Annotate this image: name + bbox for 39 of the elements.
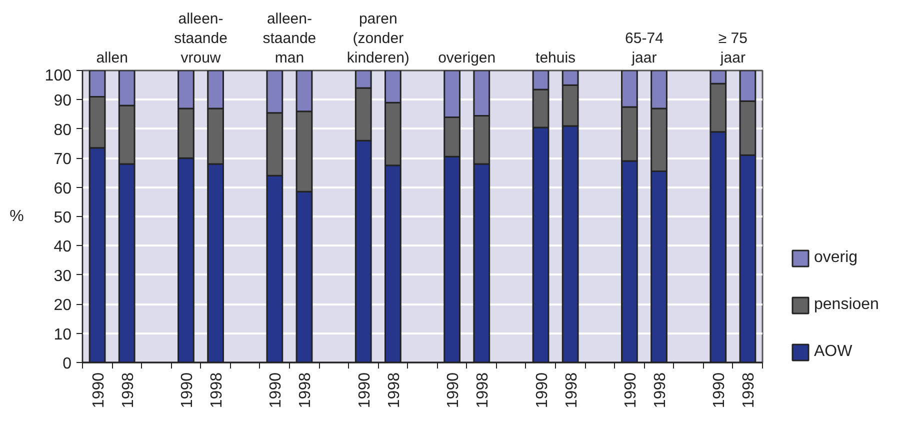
x-tick-label: 1998 (386, 372, 403, 408)
text: paren (zonder kinderen) (346, 10, 410, 66)
y-tick-label: 90 (54, 92, 72, 110)
x-tick-label: 1990 (622, 372, 640, 408)
x-tick-label: 1990 (268, 372, 285, 408)
text: alleen- staande man (262, 10, 316, 66)
x-tick-label: 1998 (563, 372, 580, 408)
y-tick-label: 60 (54, 180, 72, 198)
legend-label: overig (814, 249, 858, 267)
text: overigen (438, 49, 496, 66)
x-tick-label: 1998 (120, 372, 137, 408)
x-tick-label: 1998 (474, 372, 492, 408)
x-tick-label: 1998 (740, 372, 758, 408)
legend-label: AOW (814, 343, 852, 361)
y-tick-label: 50 (54, 210, 72, 226)
text: alleen- staande vrouw (174, 10, 228, 66)
y-tick-label: 80 (54, 122, 72, 139)
y-axis-title: % (10, 208, 24, 225)
text: 65-74 jaar (625, 30, 664, 66)
legend-label: pensioen (814, 296, 879, 314)
x-tick-label: 1998 (652, 372, 670, 408)
x-tick-label: 1990 (90, 372, 108, 408)
y-tick-label: 70 (54, 151, 72, 168)
x-tick-label: 1990 (445, 372, 462, 408)
x-tick-label: 1990 (711, 372, 728, 408)
x-tick-label: 1998 (208, 372, 226, 408)
y-tick-label: 100 (44, 68, 72, 84)
x-tick-label: 1998 (297, 372, 314, 408)
y-tick-label: 10 (54, 326, 72, 344)
y-tick-label: 40 (54, 238, 72, 256)
text: tehuis (536, 49, 576, 66)
x-tick-label: 1990 (534, 372, 551, 408)
x-tick-label: 1990 (178, 372, 196, 408)
text: ≥ 75 jaar (718, 30, 748, 66)
y-tick-label: 0 (62, 356, 72, 372)
text: allen (96, 49, 128, 66)
x-tick-label: 1990 (356, 372, 374, 408)
y-tick-label: 30 (54, 268, 72, 285)
y-tick-label: 20 (54, 297, 72, 314)
